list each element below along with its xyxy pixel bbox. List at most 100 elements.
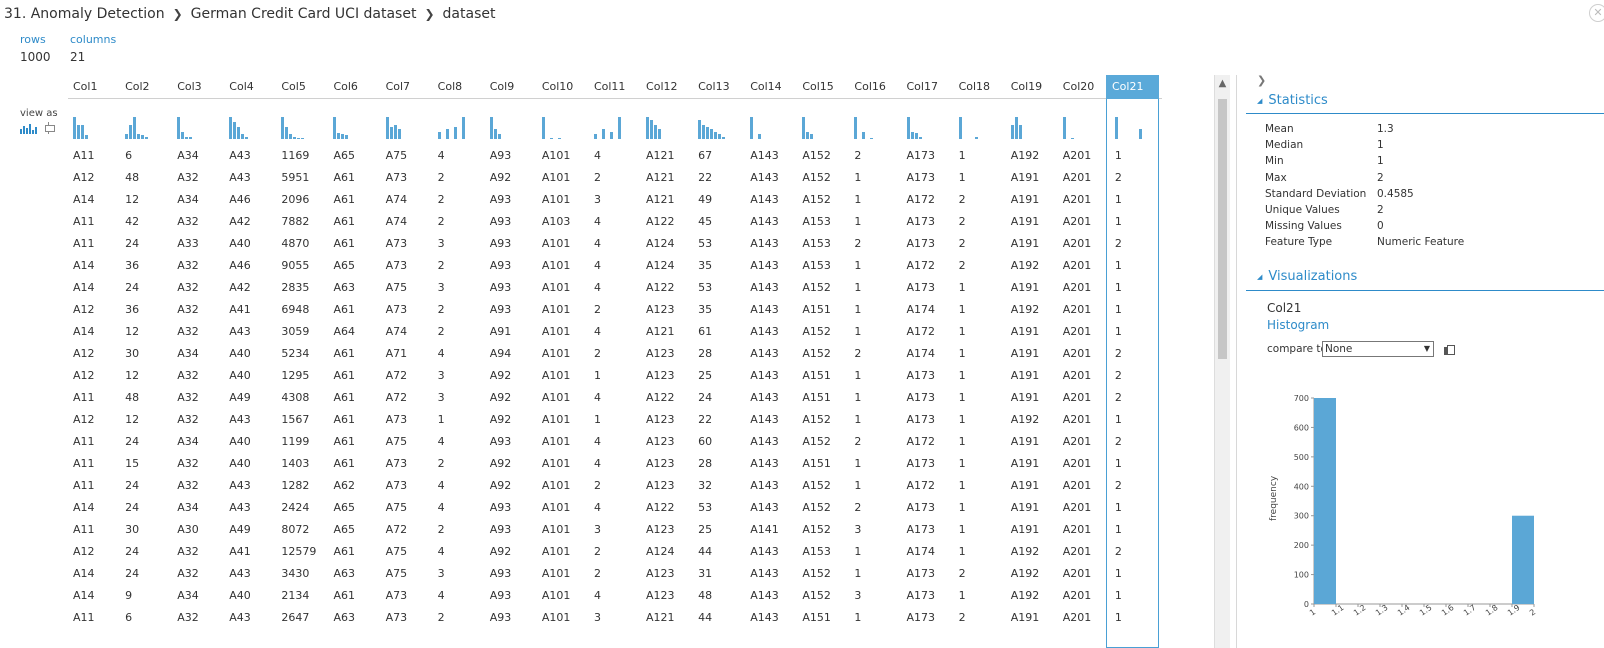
column-mini-histogram[interactable]: [693, 103, 745, 139]
table-cell[interactable]: 1169: [281, 149, 310, 162]
table-cell[interactable]: 1: [1114, 193, 1122, 206]
table-cell[interactable]: 1: [958, 369, 966, 382]
table-cell[interactable]: A173: [906, 237, 936, 250]
table-cell[interactable]: 2: [593, 567, 601, 580]
table-cell[interactable]: A201: [1062, 237, 1092, 250]
table-cell[interactable]: 1: [958, 457, 966, 470]
table-cell[interactable]: 1: [958, 391, 966, 404]
table-cell[interactable]: 2: [1114, 435, 1122, 448]
column-mini-histogram[interactable]: [485, 103, 537, 139]
table-cell[interactable]: 2: [437, 193, 445, 206]
table-cell[interactable]: 24: [125, 567, 140, 580]
table-cell[interactable]: 53: [698, 501, 713, 514]
table-cell[interactable]: A75: [385, 501, 408, 514]
table-cell[interactable]: A40: [229, 347, 251, 360]
table-cell[interactable]: 1: [854, 215, 862, 228]
table-cell[interactable]: 2: [1114, 237, 1122, 250]
table-cell[interactable]: A143: [750, 325, 779, 338]
table-cell[interactable]: A61: [333, 369, 355, 382]
table-cell[interactable]: A12: [73, 347, 95, 360]
table-cell[interactable]: 1: [958, 171, 966, 184]
table-cell[interactable]: 3: [437, 369, 445, 382]
table-cell[interactable]: 36: [125, 259, 140, 272]
table-cell[interactable]: A151: [802, 457, 831, 470]
table-cell[interactable]: A141: [750, 523, 779, 536]
table-cell[interactable]: 61: [698, 325, 713, 338]
table-cell[interactable]: 2: [437, 259, 445, 272]
table-cell[interactable]: A11: [73, 149, 95, 162]
table-cell[interactable]: A43: [229, 501, 251, 514]
table-cell[interactable]: 1: [1114, 281, 1122, 294]
table-cell[interactable]: A46: [229, 193, 251, 206]
table-cell[interactable]: A174: [906, 545, 936, 558]
table-cell[interactable]: A92: [489, 369, 512, 382]
table-cell[interactable]: A143: [750, 237, 779, 250]
table-cell[interactable]: A43: [229, 149, 251, 162]
column-header[interactable]: Col9: [484, 75, 537, 99]
table-cell[interactable]: A143: [750, 171, 779, 184]
table-cell[interactable]: A143: [750, 347, 779, 360]
table-cell[interactable]: A153: [802, 259, 831, 272]
table-cell[interactable]: A11: [73, 479, 95, 492]
table-cell[interactable]: 2: [437, 457, 445, 470]
table-cell[interactable]: A191: [1010, 523, 1040, 536]
table-cell[interactable]: 4: [593, 501, 601, 514]
table-cell[interactable]: 3: [437, 391, 445, 404]
table-cell[interactable]: A101: [541, 303, 571, 316]
table-cell[interactable]: 1: [958, 347, 966, 360]
table-cell[interactable]: A40: [229, 435, 251, 448]
table-cell[interactable]: A143: [750, 149, 779, 162]
table-cell[interactable]: 2835: [281, 281, 310, 294]
table-cell[interactable]: 2424: [281, 501, 310, 514]
column-header[interactable]: Col2: [120, 75, 173, 99]
table-cell[interactable]: A103: [541, 215, 571, 228]
table-cell[interactable]: A173: [906, 413, 936, 426]
table-cell[interactable]: A152: [802, 325, 831, 338]
table-cell[interactable]: A32: [177, 259, 199, 272]
table-cell[interactable]: A72: [385, 369, 408, 382]
table-cell[interactable]: A101: [541, 413, 571, 426]
table-cell[interactable]: 3: [593, 611, 601, 624]
table-cell[interactable]: A151: [802, 369, 831, 382]
compare-to-select[interactable]: None ▼: [1322, 341, 1434, 357]
table-cell[interactable]: A191: [1010, 435, 1040, 448]
table-cell[interactable]: 1: [854, 193, 862, 206]
table-cell[interactable]: A11: [73, 457, 95, 470]
table-cell[interactable]: A14: [73, 567, 95, 580]
table-cell[interactable]: 3: [854, 523, 862, 536]
table-cell[interactable]: A11: [73, 523, 95, 536]
table-cell[interactable]: 25: [698, 523, 713, 536]
table-cell[interactable]: A152: [802, 479, 831, 492]
table-cell[interactable]: A172: [906, 479, 936, 492]
table-cell[interactable]: A143: [750, 457, 779, 470]
table-cell[interactable]: 4: [593, 149, 601, 162]
table-cell[interactable]: 3: [437, 281, 445, 294]
table-cell[interactable]: 6: [125, 149, 133, 162]
table-cell[interactable]: A152: [802, 171, 831, 184]
table-cell[interactable]: A173: [906, 215, 936, 228]
table-cell[interactable]: 1: [437, 413, 445, 426]
table-cell[interactable]: 5234: [281, 347, 310, 360]
table-cell[interactable]: A12: [73, 171, 95, 184]
table-cell[interactable]: 24: [125, 435, 140, 448]
table-cell[interactable]: 1: [854, 457, 862, 470]
table-cell[interactable]: A40: [229, 457, 251, 470]
table-cell[interactable]: A63: [333, 611, 355, 624]
table-cell[interactable]: 49: [698, 193, 713, 206]
table-cell[interactable]: A201: [1062, 171, 1092, 184]
column-mini-histogram[interactable]: [1110, 103, 1162, 139]
table-cell[interactable]: 1403: [281, 457, 310, 470]
table-cell[interactable]: 4870: [281, 237, 310, 250]
table-cell[interactable]: 1: [593, 413, 601, 426]
table-cell[interactable]: A201: [1062, 215, 1092, 228]
table-cell[interactable]: A32: [177, 567, 199, 580]
table-cell[interactable]: A143: [750, 435, 779, 448]
table-cell[interactable]: A191: [1010, 611, 1040, 624]
table-cell[interactable]: A143: [750, 369, 779, 382]
column-header[interactable]: Col19: [1005, 75, 1058, 99]
table-cell[interactable]: 4: [593, 391, 601, 404]
table-cell[interactable]: 48: [125, 171, 140, 184]
table-cell[interactable]: A73: [385, 259, 408, 272]
table-cell[interactable]: A143: [750, 501, 779, 514]
table-cell[interactable]: A92: [489, 545, 512, 558]
